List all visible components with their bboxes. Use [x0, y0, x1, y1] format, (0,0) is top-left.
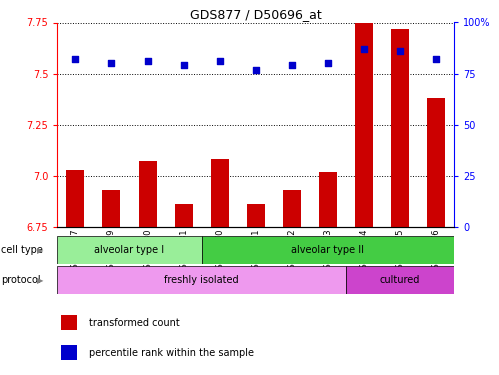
Bar: [346, 266, 454, 294]
Bar: [61, 315, 77, 330]
Bar: [139, 162, 157, 227]
Bar: [57, 236, 202, 264]
Point: [324, 60, 332, 66]
Point: [396, 48, 404, 54]
Bar: [175, 204, 193, 227]
Bar: [427, 98, 445, 227]
Bar: [319, 172, 337, 227]
Text: protocol: protocol: [1, 275, 40, 285]
Bar: [202, 236, 454, 264]
Point: [251, 66, 259, 72]
Bar: [66, 170, 84, 227]
Text: ▶: ▶: [37, 276, 44, 285]
Text: cultured: cultured: [380, 275, 420, 285]
Point: [216, 58, 224, 64]
Bar: [102, 190, 120, 227]
Point: [107, 60, 115, 66]
Bar: [57, 266, 346, 294]
Text: ▶: ▶: [37, 246, 44, 255]
Point: [71, 56, 79, 62]
Bar: [391, 28, 409, 227]
Text: alveolar type II: alveolar type II: [291, 245, 364, 255]
Bar: [355, 22, 373, 227]
Text: transformed count: transformed count: [89, 318, 180, 328]
Bar: [247, 204, 265, 227]
Text: percentile rank within the sample: percentile rank within the sample: [89, 348, 254, 358]
Text: freshly isolated: freshly isolated: [164, 275, 239, 285]
Point: [180, 62, 188, 68]
Bar: [283, 190, 301, 227]
Text: cell type: cell type: [1, 245, 43, 255]
Point: [432, 56, 440, 62]
Point: [144, 58, 152, 64]
Text: alveolar type I: alveolar type I: [94, 245, 165, 255]
Bar: [61, 345, 77, 360]
Point: [288, 62, 296, 68]
Bar: [211, 159, 229, 227]
Title: GDS877 / D50696_at: GDS877 / D50696_at: [190, 8, 322, 21]
Point: [360, 46, 368, 52]
